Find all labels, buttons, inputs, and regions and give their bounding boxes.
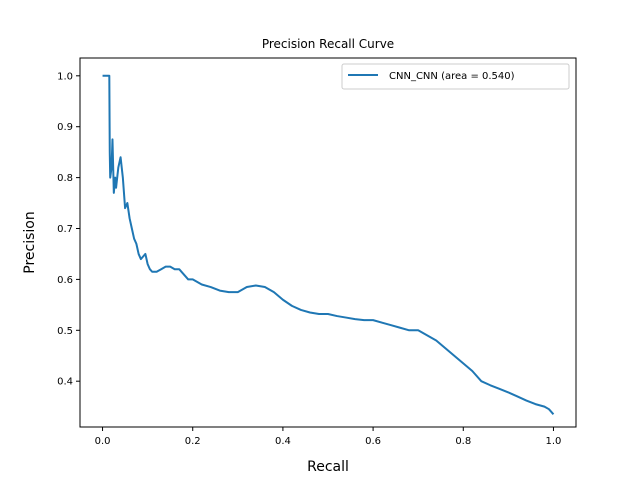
y-tick-label: 1.0: [57, 71, 73, 82]
x-tick-label: 1.0: [546, 436, 562, 447]
y-tick-label: 0.7: [57, 224, 73, 235]
y-tick-label: 0.6: [57, 275, 73, 286]
axes-frame: [79, 57, 577, 428]
y-tick-label: 0.5: [57, 326, 73, 337]
legend-label: CNN_CNN (area = 0.540): [389, 71, 515, 82]
y-tick-label: 0.4: [57, 377, 73, 388]
x-tick-label: 0.2: [185, 436, 201, 447]
x-tick-label: 0.0: [95, 436, 111, 447]
x-axis-title: Recall: [307, 459, 349, 475]
x-axis-ticks: 0.0 0.2 0.4 0.6 0.8 1.0: [95, 427, 562, 447]
y-tick-label: 0.8: [57, 173, 73, 184]
legend: CNN_CNN (area = 0.540): [341, 63, 570, 90]
plot-area: [102, 74, 555, 415]
x-tick-label: 0.4: [275, 436, 291, 447]
x-tick-label: 0.6: [365, 436, 381, 447]
series-line-0: [102, 74, 555, 415]
y-axis-title: Precision: [22, 211, 38, 273]
y-tick-label: 0.9: [57, 122, 73, 133]
y-axis-ticks: 0.4 0.5 0.6 0.7 0.8 0.9 1.0: [57, 71, 80, 388]
legend-box: [341, 63, 570, 90]
x-tick-label: 0.8: [455, 436, 471, 447]
chart-title: Precision Recall Curve: [262, 37, 394, 51]
